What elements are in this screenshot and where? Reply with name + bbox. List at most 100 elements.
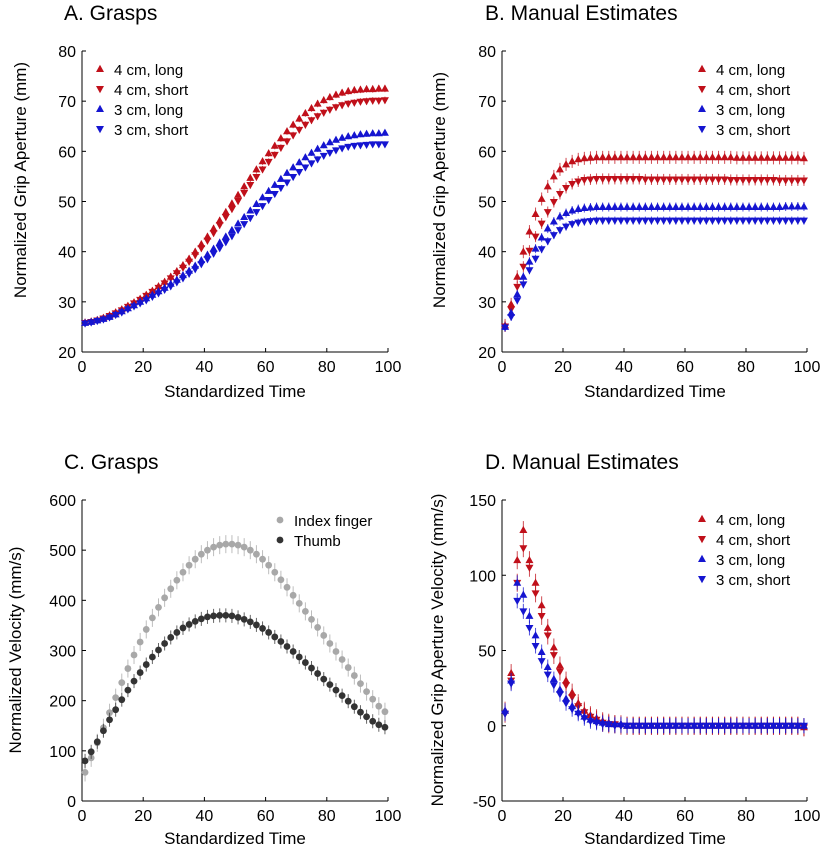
data-point <box>215 238 224 246</box>
data-point <box>562 223 571 231</box>
data-point <box>641 153 650 161</box>
data-point <box>684 153 693 161</box>
y-tick-label: 0 <box>487 719 496 736</box>
data-point <box>240 221 249 229</box>
data-point <box>623 153 632 161</box>
data-point <box>204 546 211 554</box>
data-point <box>283 179 292 187</box>
data-point <box>308 664 315 672</box>
data-point <box>191 555 199 563</box>
data-point <box>574 219 583 227</box>
data-point <box>289 173 298 182</box>
data-point <box>738 153 747 161</box>
data-point <box>696 153 705 161</box>
data-point <box>271 568 279 576</box>
data-point <box>338 656 346 663</box>
data-point <box>616 153 625 161</box>
panel-c-chart: C. Grasps Standardized Time Normalized V… <box>6 451 401 848</box>
x-tick-label: 0 <box>498 808 507 825</box>
data-point <box>197 261 206 269</box>
data-point <box>258 166 267 174</box>
data-point <box>726 202 735 210</box>
y-tick-label: 100 <box>49 744 76 761</box>
data-point <box>616 202 625 210</box>
data-point <box>368 97 377 105</box>
data-point <box>684 176 693 184</box>
data-point <box>745 217 754 225</box>
data-point <box>568 221 577 229</box>
data-point <box>592 217 601 225</box>
chart-title: B. Manual Estimates <box>485 2 678 25</box>
x-tick-label: 0 <box>78 808 87 825</box>
data-point <box>732 722 741 730</box>
data-point <box>142 661 150 668</box>
data-point <box>246 546 254 554</box>
data-point <box>647 153 656 161</box>
data-point <box>173 629 181 636</box>
data-point <box>799 177 808 185</box>
data-point <box>374 141 383 149</box>
data-point <box>136 669 144 676</box>
data-point <box>314 624 322 631</box>
data-point <box>252 165 261 173</box>
series-1 <box>501 150 808 332</box>
data-point <box>537 194 546 202</box>
data-point <box>264 197 273 205</box>
data-point <box>769 722 778 730</box>
data-point <box>781 722 790 730</box>
data-point <box>751 153 760 161</box>
data-point <box>519 272 528 280</box>
data-point <box>350 99 359 107</box>
data-point <box>513 297 522 305</box>
data-point <box>525 564 534 572</box>
data-point <box>240 543 248 551</box>
data-point <box>531 578 540 586</box>
data-point <box>507 680 516 688</box>
data-point <box>313 156 322 164</box>
data-point <box>276 134 285 142</box>
data-point <box>252 173 261 182</box>
data-point <box>295 126 304 134</box>
data-point <box>537 658 546 666</box>
y-tick-label: 80 <box>478 44 496 61</box>
data-point <box>714 722 723 730</box>
data-point <box>362 141 371 150</box>
data-point <box>375 721 383 729</box>
data-point <box>708 202 717 210</box>
x-tick-label: 60 <box>257 359 275 376</box>
legend-label: 4 cm, short <box>114 82 189 99</box>
data-point <box>301 109 310 117</box>
data-point <box>653 217 662 225</box>
data-point <box>775 153 784 161</box>
data-point <box>787 153 796 161</box>
data-point <box>81 320 90 328</box>
data-point <box>350 85 359 94</box>
data-point <box>623 175 632 184</box>
data-point <box>702 722 711 730</box>
data-point <box>350 131 359 139</box>
data-point <box>210 543 217 551</box>
legend-marker <box>96 126 104 134</box>
data-point <box>301 153 310 161</box>
data-point <box>325 138 334 146</box>
data-point <box>357 708 364 716</box>
data-point <box>604 175 613 184</box>
data-point <box>513 272 522 280</box>
data-point <box>769 153 778 161</box>
data-point <box>344 143 353 152</box>
data-point <box>295 653 303 661</box>
data-point <box>191 252 200 260</box>
data-point <box>580 203 589 211</box>
legend-label: 4 cm, short <box>716 82 791 99</box>
data-point <box>234 190 243 198</box>
y-tick-label: 20 <box>58 345 76 362</box>
y-axis-label: Normalized Grip Aperture (mm) <box>430 72 449 308</box>
data-point <box>276 144 285 153</box>
data-point <box>344 664 352 671</box>
data-point <box>252 199 261 207</box>
data-point <box>307 160 316 168</box>
data-point <box>240 615 248 623</box>
data-point <box>702 202 711 210</box>
data-point <box>531 590 540 598</box>
data-point <box>555 668 564 676</box>
